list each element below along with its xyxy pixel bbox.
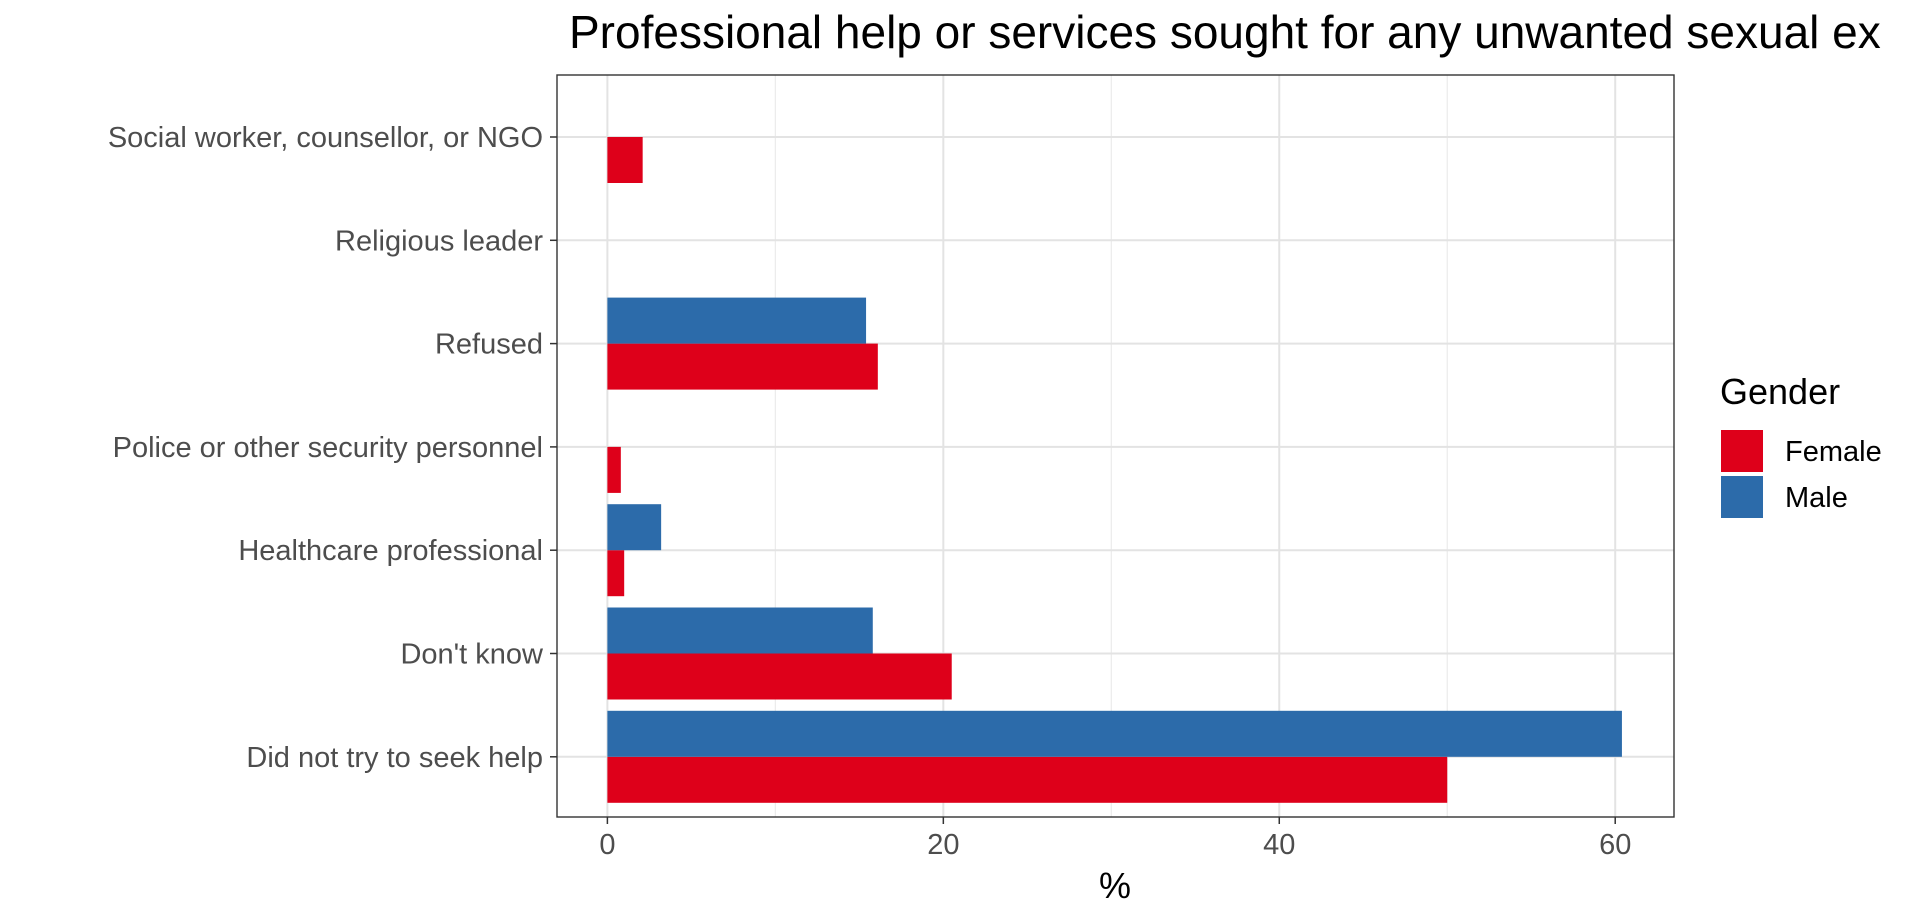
y-axis: Social worker, counsellor, or NGO Religio… [108, 122, 557, 774]
category-label: Healthcare professional [238, 535, 543, 567]
bar-female [607, 343, 878, 390]
bar-male [607, 710, 1622, 757]
bar-female [607, 550, 625, 597]
bars [607, 137, 1622, 803]
chart-title: Professional help or services sought for… [569, 6, 1881, 58]
legend-title: Gender [1720, 371, 1840, 412]
bar-female [607, 446, 621, 493]
legend-label-female: Female [1785, 436, 1882, 468]
legend-key-female [1721, 430, 1763, 472]
x-tick-label: 60 [1599, 829, 1631, 861]
bar-male [607, 297, 867, 344]
category-label: Refused [435, 329, 543, 361]
x-tick-label: 0 [599, 829, 615, 861]
category-label: Don't know [400, 639, 544, 671]
grid [557, 75, 1674, 817]
category-label: Police or other security personnel [113, 432, 543, 464]
category-label: Did not try to seek help [246, 742, 543, 774]
x-tick-label: 20 [927, 829, 959, 861]
category-label: Religious leader [335, 225, 543, 257]
legend-key-male [1721, 476, 1763, 518]
x-axis-title: % [1099, 865, 1131, 906]
bar-female [607, 653, 952, 700]
bar-male [607, 504, 662, 551]
legend-label-male: Male [1785, 482, 1848, 514]
x-tick-label: 40 [1263, 829, 1295, 861]
category-label: Social worker, counsellor, or NGO [108, 122, 543, 154]
x-axis: 0 20 40 60 [599, 817, 1631, 861]
bar-female [607, 137, 643, 183]
bar-female [607, 756, 1448, 803]
bar-male [607, 607, 873, 654]
legend: Gender Female Male [1720, 371, 1882, 518]
plot-panel-border [556, 74, 1675, 818]
